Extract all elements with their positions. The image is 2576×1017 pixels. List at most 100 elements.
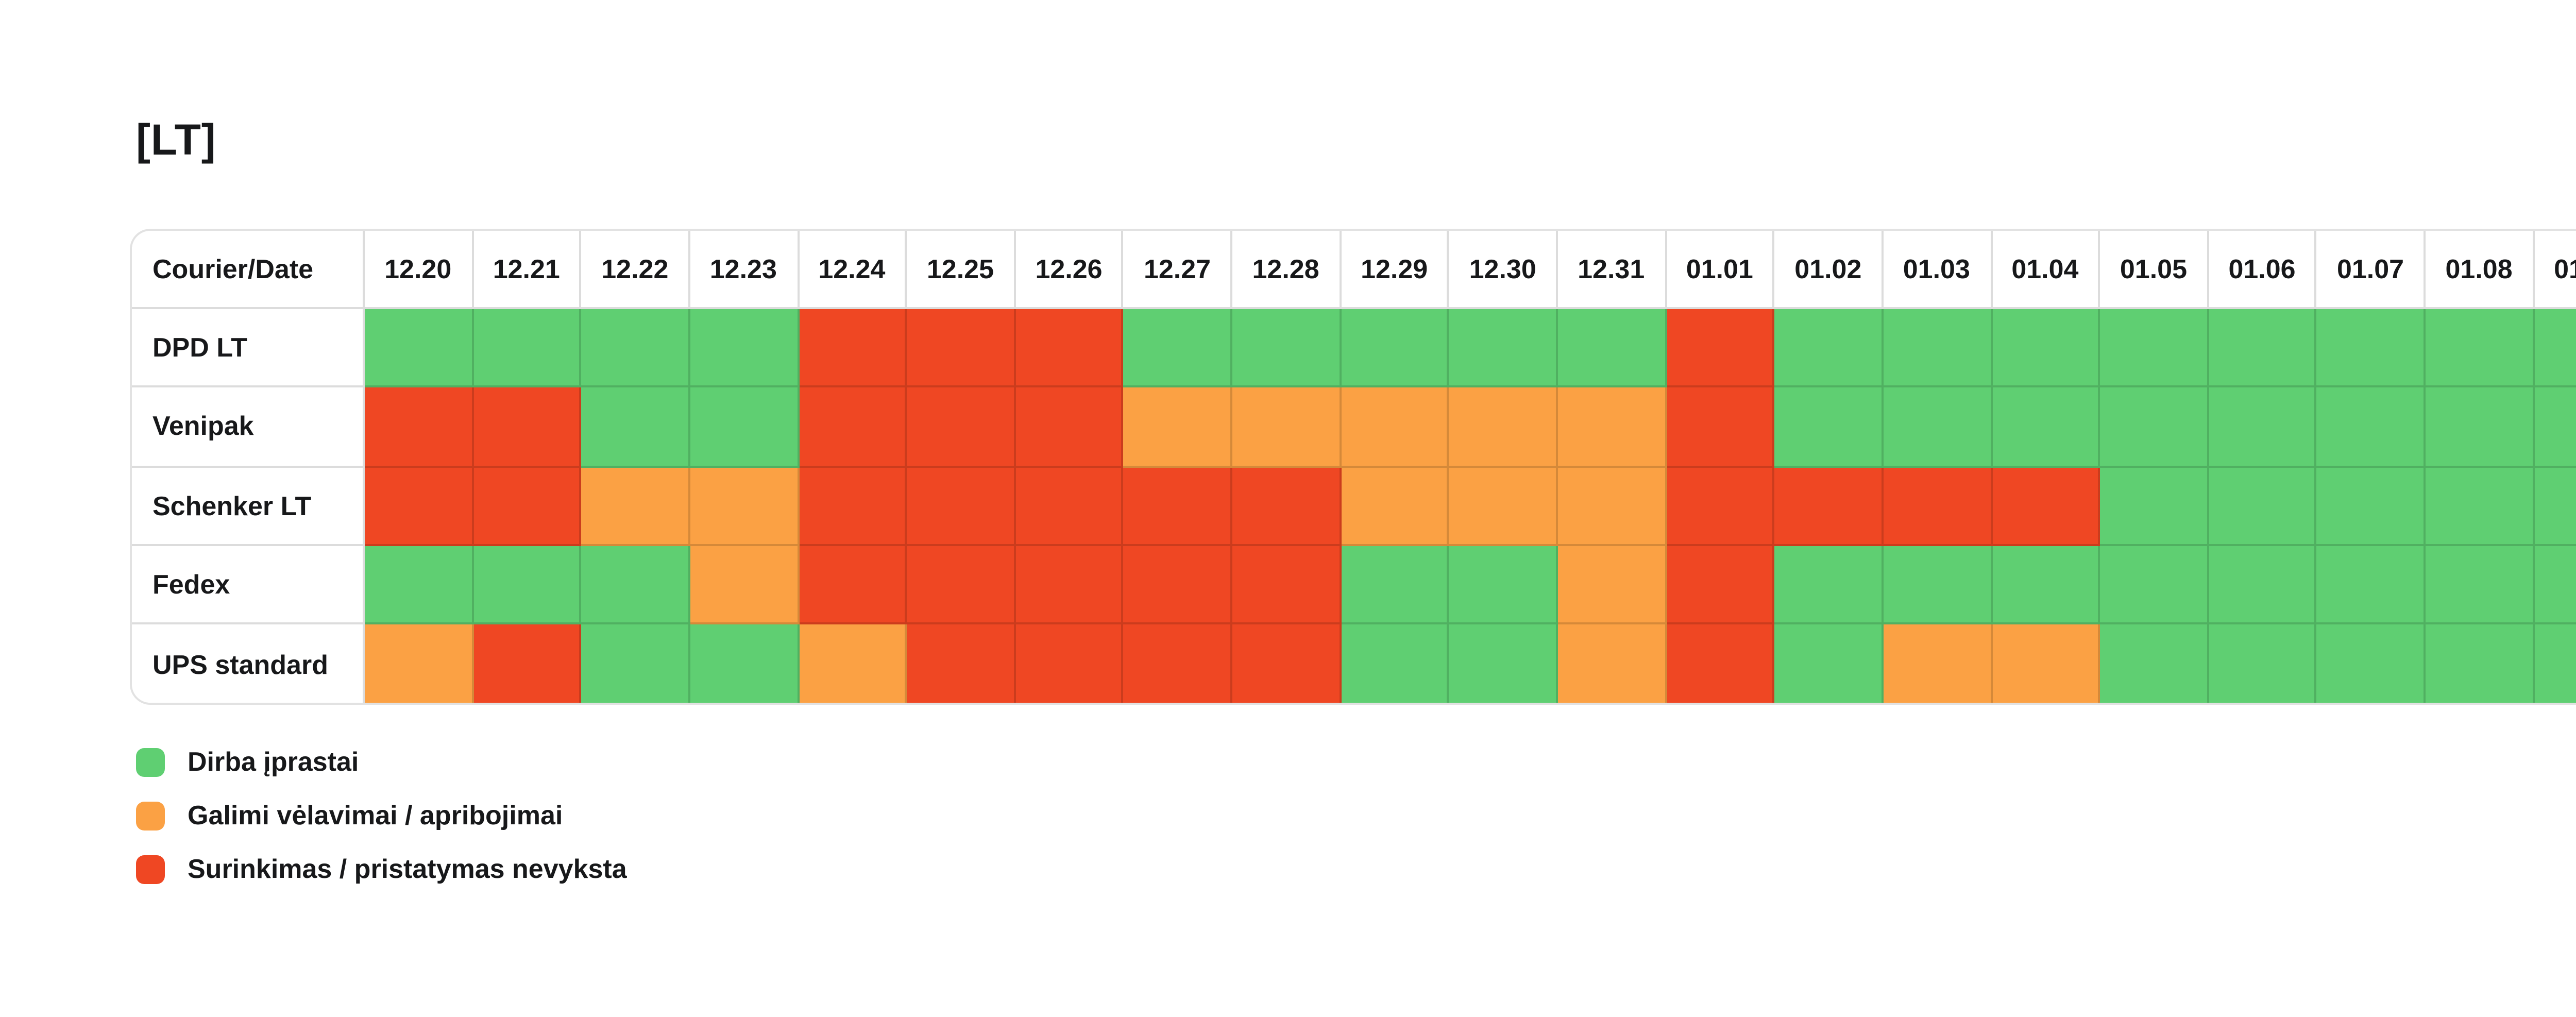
status-cell bbox=[1775, 467, 1884, 546]
status-cell bbox=[1341, 309, 1450, 388]
status-cell bbox=[473, 467, 582, 546]
status-cell bbox=[907, 624, 1016, 703]
status-cell bbox=[2209, 388, 2317, 467]
date-header: 12.28 bbox=[1232, 231, 1341, 310]
status-cell bbox=[2317, 309, 2426, 388]
status-cell bbox=[1666, 624, 1775, 703]
status-cell bbox=[1015, 546, 1124, 624]
date-header: 12.23 bbox=[690, 231, 799, 310]
status-cell bbox=[473, 388, 582, 467]
status-cell bbox=[2534, 546, 2576, 624]
status-cell bbox=[2426, 388, 2534, 467]
status-cell bbox=[1015, 467, 1124, 546]
status-cell bbox=[1015, 624, 1124, 703]
courier-label: Fedex bbox=[132, 546, 365, 624]
status-cell bbox=[1341, 388, 1450, 467]
legend-label: Dirba įprastai bbox=[188, 746, 359, 777]
status-cell bbox=[799, 546, 907, 624]
status-cell bbox=[2100, 388, 2209, 467]
status-cell bbox=[473, 546, 582, 624]
status-cell bbox=[799, 624, 907, 703]
status-cell bbox=[2100, 624, 2209, 703]
status-cell bbox=[907, 546, 1016, 624]
legend-label: Surinkimas / pristatymas nevyksta bbox=[188, 853, 627, 884]
status-cell bbox=[2534, 467, 2576, 546]
legend-swatch-green bbox=[136, 747, 165, 776]
status-cell bbox=[690, 624, 799, 703]
corner-header: Courier/Date bbox=[132, 231, 365, 310]
status-cell bbox=[2317, 624, 2426, 703]
date-header: 12.24 bbox=[799, 231, 907, 310]
status-cell bbox=[1883, 624, 1992, 703]
status-cell bbox=[365, 388, 473, 467]
status-cell bbox=[1015, 309, 1124, 388]
status-cell bbox=[799, 388, 907, 467]
status-cell bbox=[1124, 309, 1233, 388]
date-header: 12.29 bbox=[1341, 231, 1450, 310]
status-cell bbox=[1558, 467, 1667, 546]
status-cell bbox=[1992, 467, 2100, 546]
status-cell bbox=[2317, 467, 2426, 546]
status-cell bbox=[2317, 546, 2426, 624]
legend-label: Galimi vėlavimai / apribojimai bbox=[188, 800, 563, 830]
page-title: [LT] bbox=[136, 117, 216, 165]
status-cell bbox=[582, 467, 690, 546]
status-cell bbox=[1232, 309, 1341, 388]
status-cell bbox=[1232, 624, 1341, 703]
status-cell bbox=[1775, 546, 1884, 624]
legend: Dirba įprastai Galimi vėlavimai / apriboj… bbox=[136, 746, 627, 884]
status-cell bbox=[582, 388, 690, 467]
status-cell bbox=[1666, 309, 1775, 388]
date-header: 01.04 bbox=[1992, 231, 2100, 310]
status-cell bbox=[1341, 624, 1450, 703]
status-cell bbox=[1775, 624, 1884, 703]
status-cell bbox=[2209, 546, 2317, 624]
status-cell bbox=[690, 309, 799, 388]
status-cell bbox=[473, 309, 582, 388]
courier-label: Schenker LT bbox=[132, 467, 365, 546]
status-cell bbox=[2100, 467, 2209, 546]
status-cell bbox=[2426, 624, 2534, 703]
status-cell bbox=[2209, 309, 2317, 388]
date-header: 01.07 bbox=[2317, 231, 2426, 310]
status-cell bbox=[907, 467, 1016, 546]
status-cell bbox=[1558, 388, 1667, 467]
status-table: Courier/Date 12.20 12.21 12.22 12.23 12.24 12.… bbox=[130, 229, 2576, 705]
status-cell bbox=[1449, 388, 1558, 467]
status-cell bbox=[799, 467, 907, 546]
status-cell bbox=[1449, 467, 1558, 546]
status-cell bbox=[1124, 467, 1233, 546]
status-cell bbox=[1341, 467, 1450, 546]
legend-item: Galimi vėlavimai / apribojimai bbox=[136, 800, 627, 830]
status-cell bbox=[1449, 624, 1558, 703]
date-header: 12.31 bbox=[1558, 231, 1667, 310]
status-cell bbox=[365, 624, 473, 703]
date-header: 12.30 bbox=[1449, 231, 1558, 310]
status-cell bbox=[1883, 309, 1992, 388]
date-header: 12.22 bbox=[582, 231, 690, 310]
status-cell bbox=[365, 546, 473, 624]
status-cell bbox=[2534, 309, 2576, 388]
status-cell bbox=[1558, 624, 1667, 703]
status-cell bbox=[365, 309, 473, 388]
status-cell bbox=[1992, 546, 2100, 624]
date-header: 01.03 bbox=[1883, 231, 1992, 310]
status-cell bbox=[1666, 546, 1775, 624]
status-cell bbox=[2100, 309, 2209, 388]
legend-item: Dirba įprastai bbox=[136, 746, 627, 777]
status-cell bbox=[2209, 467, 2317, 546]
status-cell bbox=[582, 624, 690, 703]
status-cell bbox=[690, 467, 799, 546]
status-cell bbox=[1883, 546, 1992, 624]
status-cell bbox=[907, 388, 1016, 467]
legend-item: Surinkimas / pristatymas nevyksta bbox=[136, 853, 627, 884]
status-cell bbox=[1341, 546, 1450, 624]
date-header: 01.08 bbox=[2426, 231, 2534, 310]
status-cell bbox=[799, 309, 907, 388]
status-cell bbox=[1558, 546, 1667, 624]
date-header: 01.02 bbox=[1775, 231, 1884, 310]
date-header: 12.27 bbox=[1124, 231, 1233, 310]
status-cell bbox=[690, 546, 799, 624]
status-cell bbox=[1124, 624, 1233, 703]
